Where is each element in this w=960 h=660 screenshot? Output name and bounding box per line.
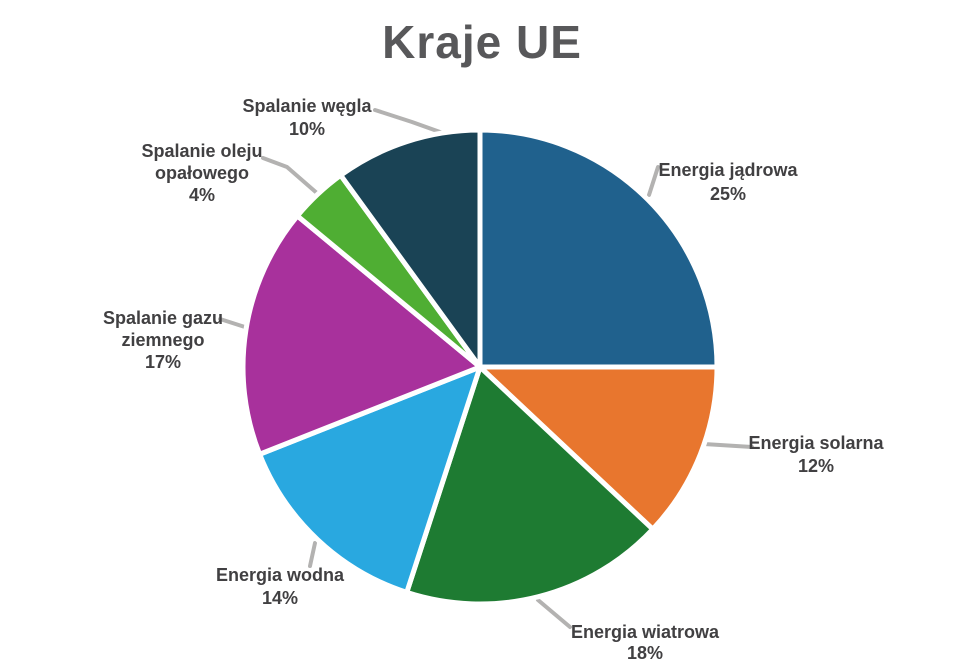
slice-label-6: Spalanie węgla 10% (242, 96, 372, 139)
pie-slice-4 (240, 213, 483, 457)
leader-lines-group (218, 108, 754, 629)
leader-line-2 (536, 598, 572, 629)
slice-label-3: Energia wodna 14% (216, 565, 345, 608)
pie-slice-0 (477, 127, 720, 370)
slice-label-2: Energia wiatrowa 18% (571, 622, 720, 660)
slice-label-0: Energia jądrowa 25% (658, 160, 798, 204)
chart-title: Kraje UE (382, 16, 582, 68)
pie-slice-6 (338, 127, 483, 370)
leader-line-1 (702, 442, 754, 449)
pie-slices-group (240, 127, 720, 607)
leader-line-3 (308, 541, 317, 568)
leader-line-5 (261, 156, 320, 196)
slice-label-5: Spalanie oleju opałowego 4% (141, 141, 262, 205)
pie-slice-2 (404, 364, 656, 607)
leader-line-0 (647, 165, 660, 197)
slice-label-4: Spalanie gazu ziemnego 17% (103, 308, 223, 372)
slice-labels-group: Energia jądrowa 25% Energia solarna 12% Ener… (103, 96, 885, 660)
slice-label-1: Energia solarna 12% (748, 433, 884, 476)
pie-slice-3 (257, 364, 483, 595)
leader-line-4 (218, 317, 250, 330)
pie-slice-1 (477, 364, 720, 532)
